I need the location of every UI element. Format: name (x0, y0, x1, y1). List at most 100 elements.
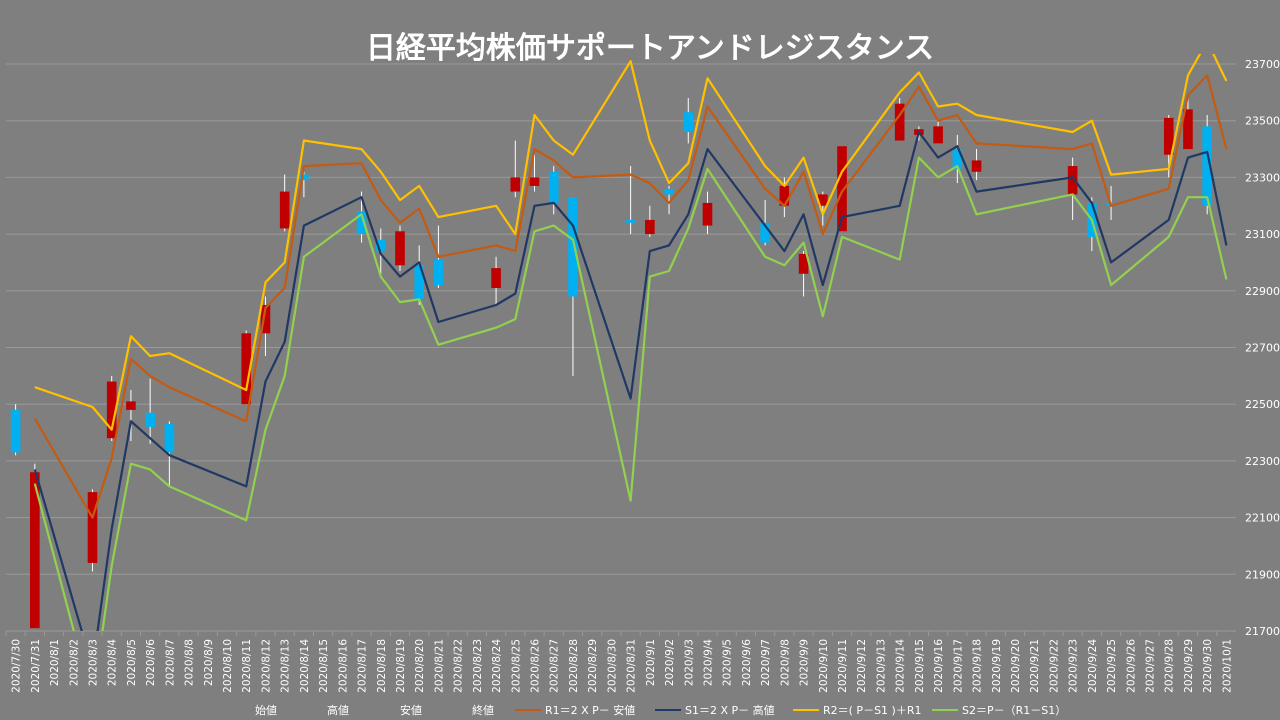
x-tick-label: 2020/9/24 (1087, 639, 1099, 693)
y-tick-label-22900: 22900 (1245, 285, 1280, 298)
x-tick-label: 2020/8/11 (241, 639, 253, 693)
x-tick-label: 2020/8/16 (337, 639, 349, 693)
candle-body (952, 149, 963, 169)
x-tick-label: 2020/8/3 (87, 639, 99, 686)
x-tick-label: 2020/8/12 (260, 639, 272, 693)
candle-body (798, 253, 809, 274)
legend-label-3: 終値 (472, 703, 494, 717)
candle-body (241, 333, 252, 405)
legend-label-1: 高値 (327, 703, 349, 717)
x-tick-label: 2020/8/8 (184, 639, 196, 686)
x-tick-label: 2020/9/16 (933, 639, 945, 693)
x-tick-label: 2020/8/19 (395, 639, 407, 693)
x-tick-label: 2020/9/29 (1183, 639, 1195, 693)
x-tick-label: 2020/9/12 (856, 639, 868, 693)
x-tick-label: 2020/9/11 (837, 639, 849, 693)
candle-body (10, 409, 21, 453)
candle-body (779, 185, 790, 206)
x-tick-label: 2020/8/17 (357, 639, 369, 693)
legend-label-5: S1＝2 X P－ 高値 (685, 703, 775, 717)
candle-body (433, 259, 444, 286)
x-tick-label: 2020/9/27 (1145, 639, 1157, 693)
x-tick-label: 2020/9/18 (972, 639, 984, 693)
x-tick-label: 2020/9/3 (683, 639, 695, 686)
x-tick-label: 2020/8/28 (568, 639, 580, 693)
legend-label-2: 安値 (400, 703, 422, 717)
legend-label-7: S2＝P－（R1－S1） (962, 704, 1066, 717)
x-tick-label: 2020/9/8 (779, 639, 791, 686)
x-tick-label: 2020/8/24 (491, 639, 503, 693)
candle-body (1183, 109, 1193, 150)
y-tick-label-22700: 22700 (1245, 342, 1280, 355)
y-tick-label-23700: 23700 (1245, 58, 1280, 71)
series-line-2 (34, 54, 1228, 431)
candle-body (529, 177, 540, 186)
x-tick-label: 2020/9/9 (799, 639, 811, 686)
candle-body (356, 211, 367, 235)
x-tick-label: 2020/9/23 (1068, 639, 1080, 693)
x-tick-label: 2020/8/13 (280, 639, 292, 693)
x-tick-label: 2020/8/15 (318, 639, 330, 693)
candle-body (279, 191, 290, 229)
candle-body (126, 401, 136, 410)
candle-body (548, 171, 559, 203)
x-tick-label: 2020/9/6 (741, 639, 753, 686)
legend-label-0: 始値 (255, 703, 277, 717)
x-tick-label: 2020/9/28 (1164, 639, 1176, 693)
x-tick-label: 2020/9/30 (1202, 639, 1214, 693)
x-tick-label: 2020/8/5 (126, 639, 138, 686)
x-tick-label: 2020/8/23 (472, 639, 484, 693)
grid-layer (6, 63, 1236, 632)
chart-title: 日経平均株価サポートアンドレジスタンス (366, 31, 934, 66)
candle-body (837, 146, 847, 232)
x-tick-label: 2020/8/6 (145, 639, 157, 686)
x-tick-label: 2020/9/10 (818, 639, 830, 693)
candle-body (625, 219, 636, 223)
candle-body (30, 472, 40, 629)
x-tick-label: 2020/10/1 (1221, 639, 1233, 693)
x-tick-label: 2020/8/4 (107, 639, 119, 686)
candle-body (817, 194, 828, 206)
candle-body (87, 492, 98, 563)
x-tick-label: 2020/8/2 (68, 639, 80, 686)
series-line-0 (33, 74, 1228, 519)
candle-body (894, 103, 905, 141)
candle-body (1202, 126, 1212, 206)
x-tick-label: 2020/8/10 (222, 639, 234, 693)
candle-body (106, 381, 117, 439)
x-tick-label: 2020/8/18 (376, 639, 388, 693)
candle-body (645, 219, 655, 235)
candle-body (933, 126, 943, 144)
x-tick-label: 2020/9/21 (1029, 639, 1041, 693)
x-tick-label: 2020/8/31 (626, 639, 638, 693)
x-tick-label: 2020/8/26 (530, 639, 542, 693)
x-tick-label: 2020/9/20 (1010, 639, 1022, 693)
candle-body (1163, 117, 1174, 155)
candle-body (395, 231, 405, 266)
y-tick-label-22100: 22100 (1245, 512, 1280, 525)
series-line-3 (33, 156, 1228, 631)
candle-body (145, 412, 155, 427)
x-tick-label: 2020/8/30 (606, 639, 618, 693)
legend-label-6: R2＝( P－S1 )＋R1 (823, 704, 921, 717)
series-line-1 (33, 130, 1228, 631)
y-tick-label-23300: 23300 (1245, 171, 1280, 184)
x-tick-label: 2020/9/13 (875, 639, 887, 693)
x-tick-label: 2020/7/31 (30, 639, 42, 693)
x-tick-label: 2020/8/21 (433, 639, 445, 693)
x-tick-label: 2020/9/15 (914, 639, 926, 693)
y-tick-label-22500: 22500 (1245, 398, 1280, 411)
candle-body (299, 174, 309, 181)
x-tick-label: 2020/8/25 (510, 639, 522, 693)
candle-body (510, 177, 521, 192)
x-tick-label: 2020/9/14 (895, 639, 907, 693)
x-tick-label: 2020/8/29 (587, 639, 599, 693)
x-tick-label: 2020/9/22 (1048, 639, 1060, 693)
candle-body (375, 239, 386, 252)
y-tick-label-23500: 23500 (1245, 115, 1280, 128)
candle-body (971, 160, 982, 172)
candle-body (568, 197, 578, 297)
candle-body (164, 424, 175, 453)
